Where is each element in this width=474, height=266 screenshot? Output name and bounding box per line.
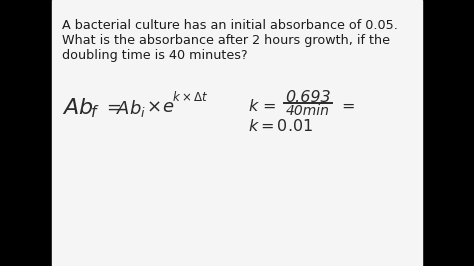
Bar xyxy=(422,0,474,266)
Text: $e$: $e$ xyxy=(162,98,174,116)
Text: $Ab_{\!f}$: $Ab_{\!f}$ xyxy=(62,96,100,120)
Text: $=$: $=$ xyxy=(103,98,122,116)
Text: doubling time is 40 minutes?: doubling time is 40 minutes? xyxy=(62,49,247,62)
Text: $k \times \Delta t$: $k \times \Delta t$ xyxy=(172,90,208,104)
Text: A bacterial culture has an initial absorbance of 0.05.: A bacterial culture has an initial absor… xyxy=(62,19,398,32)
Text: 40min: 40min xyxy=(286,104,330,118)
Bar xyxy=(0,0,52,266)
Text: What is the absorbance after 2 hours growth, if the: What is the absorbance after 2 hours gro… xyxy=(62,34,390,47)
Text: $k\,=$: $k\,=$ xyxy=(248,98,277,114)
Bar xyxy=(52,0,422,266)
Text: $k = 0.01$: $k = 0.01$ xyxy=(248,118,313,134)
Text: $=$: $=$ xyxy=(338,98,355,113)
Text: $Ab_i$: $Ab_i$ xyxy=(116,98,146,119)
Text: $\times$: $\times$ xyxy=(146,98,161,116)
Text: 0.693: 0.693 xyxy=(285,90,331,105)
